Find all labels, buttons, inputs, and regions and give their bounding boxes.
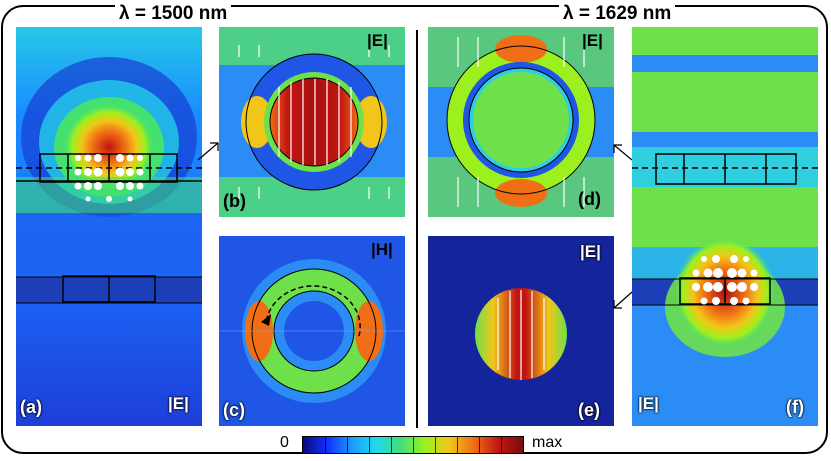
- panel-a-label: (a): [20, 397, 42, 417]
- arrow-f-to-d: [613, 144, 633, 161]
- panel-a: (a) |E|: [16, 27, 202, 426]
- panel-e-label: (e): [578, 400, 600, 420]
- field-map-f: [632, 27, 818, 426]
- panel-c: |H| (c): [219, 236, 405, 426]
- field-map-c: [219, 236, 405, 426]
- arrow-f-to-e: [613, 291, 633, 309]
- panel-b: |E| (b): [219, 27, 405, 217]
- arrow-a-to-b-head: [210, 142, 219, 151]
- field-map-d: [428, 27, 614, 217]
- panel-c-label: (c): [223, 400, 245, 420]
- panel-divider: [416, 30, 418, 428]
- wavelength-label-1629: λ = 1629 nm: [559, 3, 676, 25]
- panel-b-label: (b): [223, 191, 246, 211]
- arrow-a-to-b: [197, 142, 219, 161]
- colorbar-gradient: [302, 436, 524, 454]
- field-map-e: [428, 236, 614, 426]
- field-map-a: [16, 27, 202, 426]
- panel-e-field-label: |E|: [580, 242, 601, 261]
- panel-d-field-label: |E|: [582, 31, 603, 50]
- panel-e: |E| (e): [428, 236, 614, 426]
- arrow-f-to-e-head: [613, 300, 622, 309]
- panel-c-field-label: |H|: [371, 240, 393, 259]
- panel-f-label: (f): [786, 397, 804, 417]
- colorbar-min-label: 0: [280, 434, 289, 451]
- panel-f-field-label: |E|: [638, 394, 659, 413]
- panel-f: |E| (f): [632, 27, 818, 426]
- wavelength-label-1500: λ = 1500 nm: [115, 3, 232, 25]
- arrow-f-to-d-head: [613, 144, 622, 153]
- field-map-b: [219, 27, 405, 217]
- colorbar-max-label: max: [532, 434, 563, 451]
- panel-d-label: (d): [578, 189, 601, 209]
- panel-b-field-label: |E|: [367, 31, 388, 50]
- panel-d: |E| (d): [428, 27, 614, 217]
- panel-a-field-label: |E|: [168, 394, 189, 413]
